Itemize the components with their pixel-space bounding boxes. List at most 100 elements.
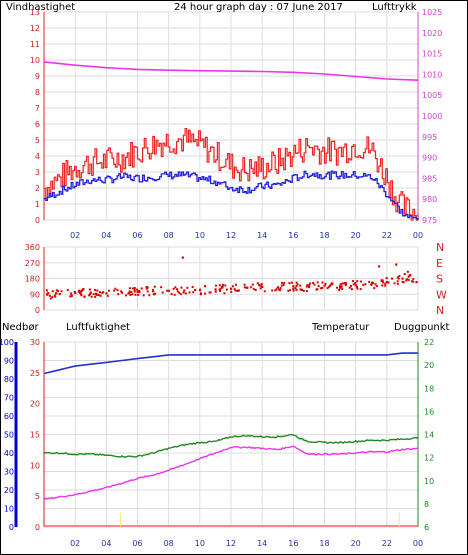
direction-point bbox=[331, 282, 334, 285]
direction-point bbox=[176, 290, 179, 293]
direction-point bbox=[261, 285, 264, 289]
pressure-tick-label: 1015 bbox=[422, 50, 442, 59]
direction-tick-label: 180 bbox=[25, 275, 40, 284]
wind-speed-tick-label: 2 bbox=[35, 184, 40, 193]
direction-point bbox=[307, 285, 311, 289]
x-tick-label: 18 bbox=[319, 539, 329, 548]
direction-point bbox=[215, 284, 218, 287]
direction-point bbox=[174, 286, 177, 289]
direction-point bbox=[306, 284, 309, 287]
direction-point bbox=[344, 282, 347, 285]
dewpoint-label: Duggpunkt bbox=[394, 322, 449, 334]
wind-speed-tick-label: 10 bbox=[30, 56, 40, 65]
direction-point bbox=[49, 297, 52, 300]
direction-point bbox=[78, 289, 81, 292]
direction-point bbox=[99, 294, 102, 297]
rain-tick-label: 20 bbox=[4, 486, 14, 495]
x-tick-label: 02 bbox=[70, 539, 80, 548]
direction-point bbox=[209, 291, 212, 294]
direction-point bbox=[362, 283, 365, 286]
direction-point bbox=[349, 285, 352, 288]
pressure-tick-label: 1010 bbox=[422, 70, 442, 79]
temperature-tick-label: 10 bbox=[424, 477, 434, 486]
direction-point bbox=[221, 285, 224, 288]
direction-point bbox=[331, 283, 334, 286]
direction-point bbox=[341, 282, 344, 285]
humidity-tick-label: 5 bbox=[35, 492, 40, 501]
direction-tick-label: 360 bbox=[25, 243, 40, 252]
direction-point bbox=[406, 278, 409, 281]
direction-point bbox=[88, 294, 91, 297]
direction-point bbox=[94, 295, 97, 298]
wind-speed-tick-label: 7 bbox=[35, 104, 40, 113]
x-tick-label: 12 bbox=[226, 231, 236, 240]
direction-point bbox=[344, 284, 347, 287]
wind-speed-tick-label: 6 bbox=[35, 120, 40, 129]
direction-point bbox=[131, 287, 134, 290]
direction-point bbox=[88, 288, 91, 291]
direction-point bbox=[320, 287, 323, 290]
wind-speed-tick-label: 1 bbox=[35, 200, 40, 209]
direction-point bbox=[387, 281, 390, 284]
direction-point bbox=[181, 256, 184, 259]
wind-speed-tick-label: 11 bbox=[30, 40, 40, 49]
direction-point bbox=[292, 289, 295, 292]
direction-point bbox=[339, 284, 342, 288]
temperature-tick-label: 12 bbox=[424, 454, 434, 463]
direction-point bbox=[218, 284, 221, 287]
direction-point bbox=[299, 288, 302, 291]
direction-point bbox=[124, 294, 127, 297]
direction-point bbox=[134, 293, 137, 296]
direction-point bbox=[313, 283, 316, 286]
direction-point bbox=[368, 280, 371, 283]
direction-point bbox=[236, 289, 239, 292]
direction-point bbox=[309, 282, 312, 285]
direction-point bbox=[102, 291, 105, 294]
direction-point bbox=[138, 289, 141, 292]
direction-point bbox=[92, 293, 95, 296]
direction-point bbox=[381, 279, 384, 282]
direction-point bbox=[397, 277, 400, 280]
pressure-tick-label: 1020 bbox=[422, 29, 442, 38]
x-tick-label: 16 bbox=[288, 539, 298, 548]
direction-point bbox=[128, 290, 131, 293]
wind-speed-tick-label: 12 bbox=[30, 24, 40, 33]
humidity-tick-label: 25 bbox=[30, 369, 40, 378]
x-tick-label: 08 bbox=[164, 231, 174, 240]
direction-point bbox=[128, 287, 131, 290]
direction-point bbox=[230, 287, 233, 290]
compass-label: N bbox=[436, 241, 444, 254]
direction-point bbox=[328, 284, 331, 287]
humidity-label: Luftfuktighet bbox=[66, 322, 130, 334]
direction-tick-label: 270 bbox=[25, 259, 40, 268]
direction-point bbox=[153, 285, 156, 288]
direction-point bbox=[182, 291, 185, 294]
direction-point bbox=[95, 293, 98, 296]
direction-point bbox=[129, 293, 132, 296]
direction-point bbox=[292, 285, 295, 288]
pressure-tick-label: 995 bbox=[422, 133, 437, 142]
direction-point bbox=[374, 283, 377, 286]
direction-point bbox=[396, 280, 399, 283]
direction-point bbox=[234, 289, 237, 292]
direction-point bbox=[275, 288, 278, 291]
direction-point bbox=[295, 288, 298, 291]
direction-point bbox=[256, 282, 259, 285]
direction-point bbox=[96, 289, 99, 292]
direction-point bbox=[114, 287, 117, 290]
direction-point bbox=[321, 286, 324, 289]
direction-point bbox=[405, 279, 408, 282]
rain-tick-label: 60 bbox=[4, 412, 14, 421]
x-tick-label: 00 bbox=[413, 539, 423, 548]
direction-point bbox=[280, 281, 283, 284]
direction-point bbox=[350, 288, 353, 291]
direction-point bbox=[396, 282, 399, 285]
direction-point bbox=[106, 294, 109, 297]
direction-point bbox=[152, 290, 155, 293]
direction-point bbox=[166, 289, 169, 292]
direction-point bbox=[305, 290, 308, 293]
direction-point bbox=[57, 290, 60, 293]
direction-point bbox=[263, 290, 266, 293]
direction-point bbox=[351, 280, 354, 283]
direction-point bbox=[89, 293, 92, 296]
